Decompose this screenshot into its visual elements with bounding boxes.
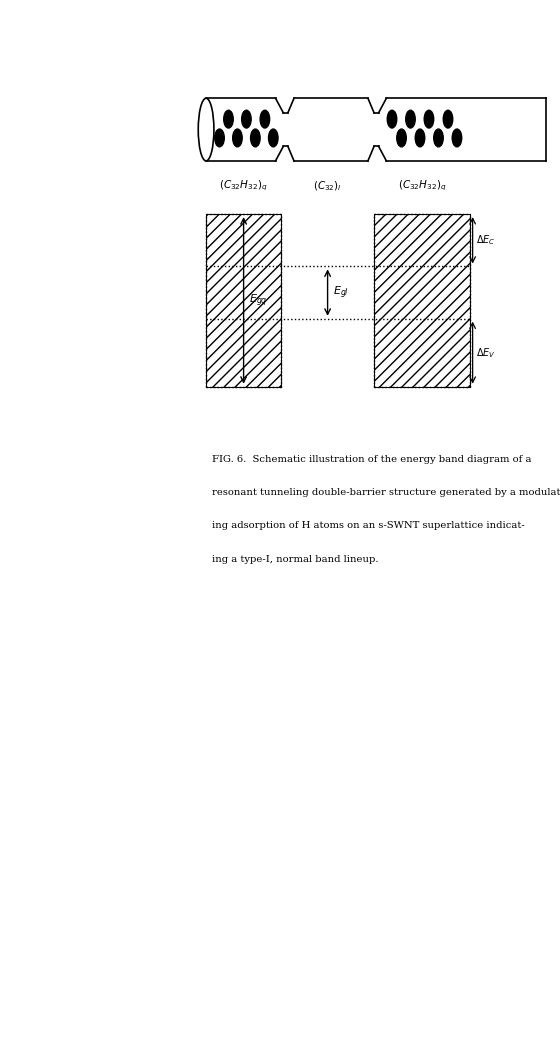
Circle shape [434,129,444,147]
Circle shape [251,129,260,147]
Bar [206,214,281,387]
Circle shape [260,110,270,129]
Circle shape [396,129,406,147]
Circle shape [268,129,278,147]
Circle shape [405,110,416,129]
Text: resonant tunneling double-barrier structure generated by a modulat-: resonant tunneling double-barrier struct… [212,488,560,497]
Text: $E_{gq}$: $E_{gq}$ [249,293,268,308]
Circle shape [444,110,452,129]
Text: $\Delta E_C$: $\Delta E_C$ [476,233,496,248]
Bar [206,98,546,161]
Text: $(C_{32})_l$: $(C_{32})_l$ [313,180,342,193]
Text: ing a type-I, normal band lineup.: ing a type-I, normal band lineup. [212,555,378,564]
Text: $E_{gl}$: $E_{gl}$ [333,284,349,301]
Text: $\Delta E_V$: $\Delta E_V$ [476,346,496,359]
Text: $(C_{32}H_{32})_q$: $(C_{32}H_{32})_q$ [220,179,268,193]
Circle shape [223,110,233,129]
Bar [374,214,470,387]
Text: $(C_{32}H_{32})_q$: $(C_{32}H_{32})_q$ [398,179,446,193]
Text: ing adsorption of H atoms on an s-SWNT superlattice indicat-: ing adsorption of H atoms on an s-SWNT s… [212,521,524,531]
Circle shape [388,110,396,129]
Circle shape [242,110,251,129]
Bar [283,113,379,146]
Circle shape [215,129,224,147]
Circle shape [452,129,461,147]
Text: FIG. 6.  Schematic illustration of the energy band diagram of a: FIG. 6. Schematic illustration of the en… [212,455,531,464]
Circle shape [233,129,242,147]
Ellipse shape [198,98,214,161]
Circle shape [416,129,424,147]
Circle shape [424,110,434,129]
